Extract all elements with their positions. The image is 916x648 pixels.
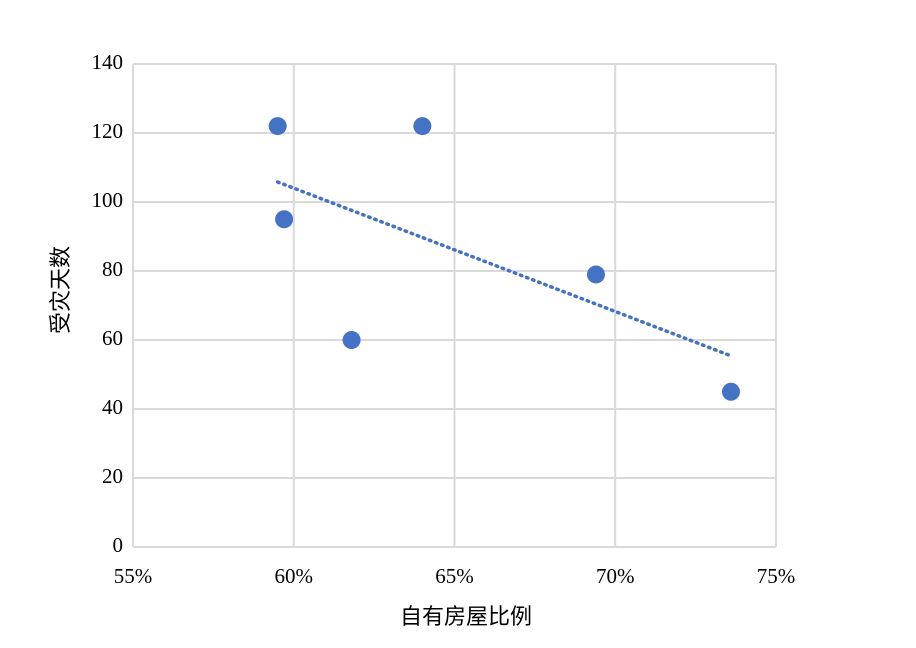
x-tick-label: 65% (435, 564, 474, 588)
x-tick-label: 60% (275, 564, 314, 588)
y-tick-label: 140 (92, 50, 124, 74)
point (586, 265, 605, 284)
y-tick-label: 60 (102, 326, 123, 350)
point (413, 117, 432, 136)
x-tick-label: 75% (757, 564, 796, 588)
y-axis-title: 受灾天数 (49, 246, 74, 334)
y-tick-label: 100 (92, 188, 124, 212)
point (275, 210, 294, 229)
y-tick-label: 0 (113, 533, 124, 557)
trendline (275, 180, 733, 358)
x-tick-label: 55% (114, 564, 153, 588)
point (268, 117, 287, 136)
point (721, 382, 740, 401)
x-axis-title: 自有房屋比例 (400, 605, 532, 630)
x-tick-label: 70% (596, 564, 635, 588)
y-tick-label: 20 (102, 464, 123, 488)
point (342, 331, 361, 349)
y-tick-label: 40 (102, 395, 123, 419)
y-tick-label: 80 (102, 257, 123, 281)
y-tick-label: 120 (92, 119, 124, 143)
